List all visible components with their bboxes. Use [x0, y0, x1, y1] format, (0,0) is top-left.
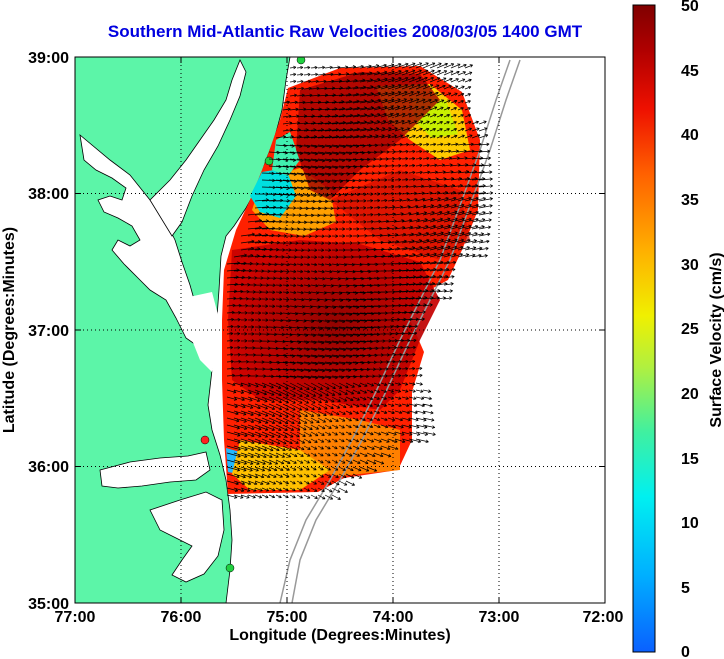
station-marker-green [225, 563, 235, 573]
y-tick-label: 35:00 [28, 596, 69, 613]
colorbar-tick-label: 50 [681, 0, 699, 15]
albemarle-sound [99, 451, 211, 489]
x-tick-label: 77:00 [55, 609, 96, 626]
x-tick-label: 75:00 [267, 609, 308, 626]
chesapeake-bay [79, 134, 201, 346]
colorbar-tick-label: 35 [681, 192, 699, 209]
colorbar-tick-label: 45 [681, 63, 699, 80]
x-tick-label: 74:00 [373, 609, 414, 626]
x-tick-label: 72:00 [583, 609, 624, 626]
y-tick-labels: 39:00 38:00 37:00 36:00 35:00 [28, 50, 69, 613]
velocity-arrows [226, 62, 494, 500]
pamlico-sound [149, 491, 225, 583]
y-tick-label: 38:00 [28, 186, 69, 203]
station-marker-red [200, 435, 210, 445]
y-tick-label: 36:00 [28, 459, 69, 476]
x-tick-labels: 77:00 76:00 75:00 74:00 73:00 72:00 [55, 609, 624, 626]
y-axis-label: Latitude (Degrees:Minutes) [1, 227, 18, 433]
x-tick-label: 76:00 [161, 609, 202, 626]
colorbar [632, 4, 656, 653]
x-axis-label: Longitude (Degrees:Minutes) [229, 627, 450, 644]
colorbar-tick-label: 40 [681, 127, 699, 144]
colorbar-tick-labels: 50 45 40 35 30 25 20 15 10 5 0 [681, 0, 699, 659]
grid-lines [75, 57, 605, 603]
bay-mouth [175, 292, 222, 372]
tick-marks [74, 56, 606, 604]
colorbar-tick-label: 0 [681, 644, 690, 659]
colorbar-tick-label: 5 [681, 580, 690, 597]
map-title: Southern Mid-Atlantic Raw Velocities 200… [107, 22, 583, 41]
colorbar-tick-label: 30 [681, 257, 699, 274]
y-tick-label: 39:00 [28, 50, 69, 67]
y-tick-label: 37:00 [28, 323, 69, 340]
upper-bay [149, 59, 247, 237]
colorbar-tick-label: 10 [681, 515, 699, 532]
velocity-arrow-set [226, 62, 494, 500]
colorbar-tick-label: 25 [681, 321, 699, 338]
x-tick-label: 73:00 [479, 609, 520, 626]
colorbar-tick-label: 15 [681, 451, 699, 468]
station-marker-green [264, 156, 274, 166]
colorbar-label: Surface Velocity (cm/s) [708, 252, 724, 427]
colorbar-tick-label: 20 [681, 386, 699, 403]
station-marker-green [296, 57, 306, 65]
